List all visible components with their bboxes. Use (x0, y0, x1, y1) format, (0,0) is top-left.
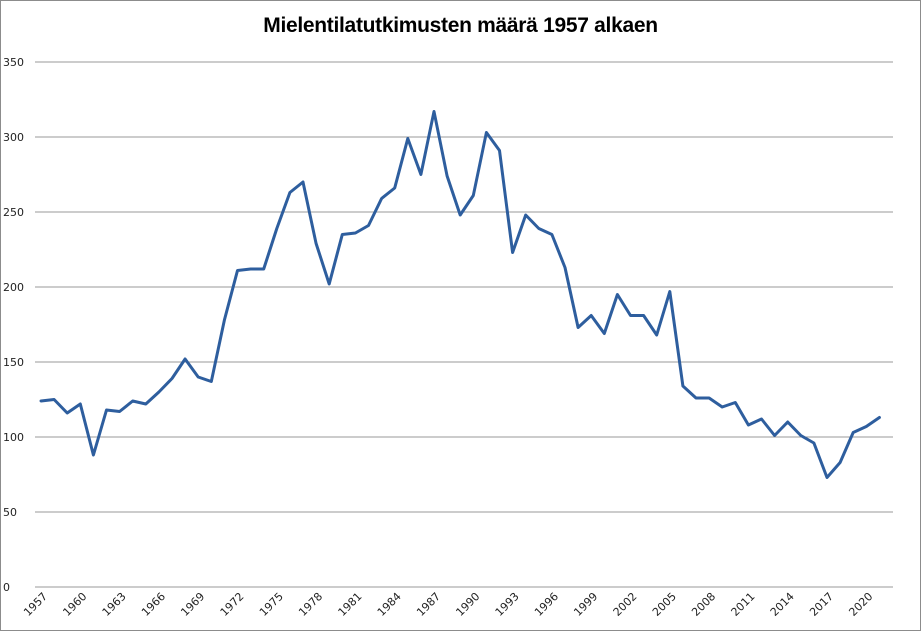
y-tick-label: 100 (3, 431, 24, 444)
x-tick-label: 2011 (729, 590, 758, 619)
x-tick-label: 1963 (100, 590, 129, 619)
x-tick-label: 1957 (21, 590, 50, 619)
x-tick-label: 2017 (807, 590, 836, 619)
chart-title: Mielentilatutkimusten määrä 1957 alkaen (263, 14, 658, 37)
y-tick-label: 50 (3, 506, 17, 519)
gridlines (35, 61, 893, 588)
y-tick-label: 300 (3, 131, 24, 144)
y-axis-labels: 0 50 100 150 200 250 300 350 (3, 56, 24, 594)
x-tick-label: 2008 (689, 590, 718, 619)
x-tick-label: 1984 (375, 590, 404, 619)
x-tick-label: 1969 (178, 590, 207, 619)
x-tick-label: 2014 (768, 590, 797, 619)
x-tick-label: 2002 (611, 590, 640, 619)
x-tick-label: 1996 (532, 590, 561, 619)
x-tick-label: 1990 (453, 590, 482, 619)
x-tick-label: 1972 (218, 590, 247, 619)
x-axis-labels: 1957 1960 1963 1966 1969 1972 1975 1978 1981 1984… (21, 590, 875, 619)
x-tick-label: 2020 (846, 590, 875, 619)
x-tick-label: 1978 (296, 590, 325, 619)
x-tick-label: 1993 (493, 590, 522, 619)
y-tick-label: 200 (3, 281, 24, 294)
x-tick-label: 1966 (139, 590, 168, 619)
y-tick-label: 350 (3, 56, 24, 69)
y-tick-label: 250 (3, 206, 24, 219)
x-tick-label: 1981 (336, 590, 365, 619)
x-tick-label: 1960 (60, 590, 89, 619)
y-tick-label: 150 (3, 356, 24, 369)
x-tick-label: 1999 (571, 590, 600, 619)
x-tick-label: 2005 (650, 590, 679, 619)
x-tick-label: 1987 (414, 590, 443, 619)
data-line (39, 110, 881, 479)
x-tick-label: 1975 (257, 590, 286, 619)
y-tick-label: 0 (3, 581, 10, 594)
